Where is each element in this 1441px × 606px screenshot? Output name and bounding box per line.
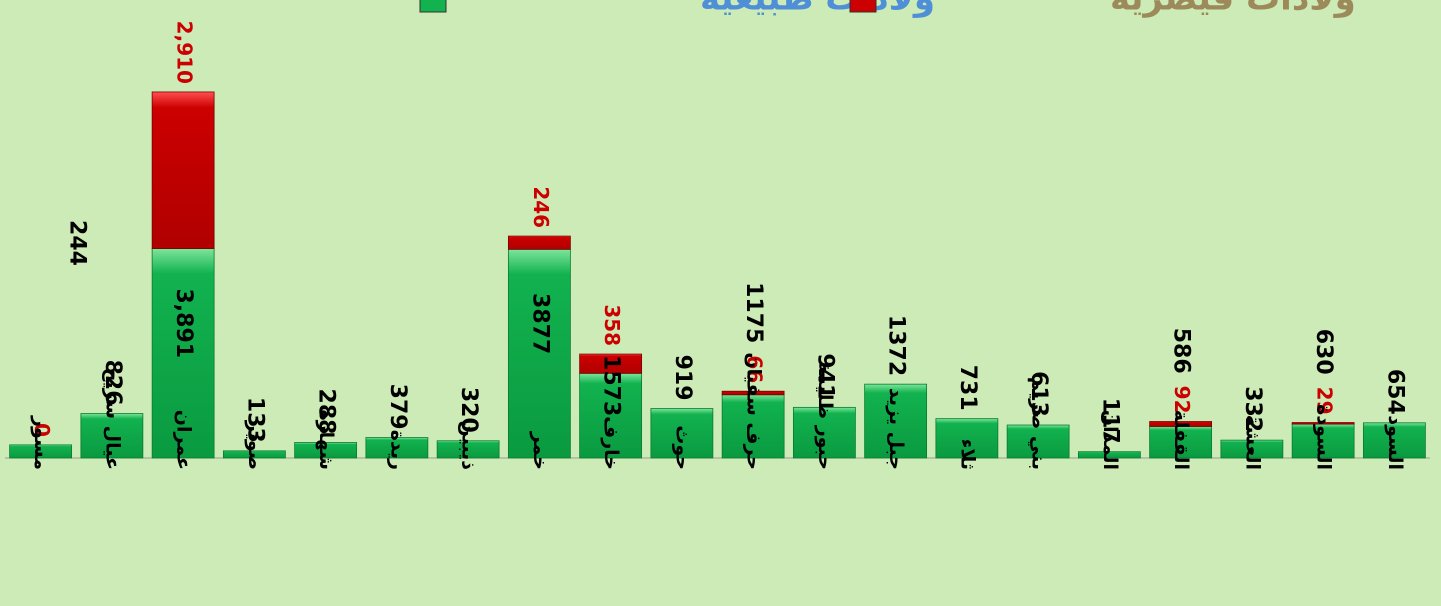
value-label: 586 (1169, 328, 1194, 374)
x-tick-label: بني صريم (1028, 377, 1050, 470)
bar-segment (1291, 422, 1355, 425)
value-label: 731 (955, 365, 980, 411)
value-label: 3,891 (171, 288, 196, 358)
bar-segment (721, 390, 785, 396)
value-label: 244 (64, 220, 89, 266)
x-tick-label: شهارة (315, 409, 337, 470)
bar-segment (365, 437, 429, 459)
value-label: 1175 (741, 282, 766, 343)
bar-segment (151, 248, 215, 459)
x-tick-label: ثلاء (956, 439, 978, 470)
x-tick-label: جبل يزيد (885, 388, 907, 470)
value-label: 654 (1382, 369, 1407, 415)
value-label: 320 (456, 387, 481, 433)
value-label: 2,910 (173, 21, 197, 84)
legend-swatch (419, 0, 447, 13)
bar-segment (579, 353, 643, 374)
x-tick-label: عيال سريح (101, 368, 123, 470)
value-label: 379 (385, 384, 410, 430)
x-tick-label: عمران (173, 410, 195, 470)
value-label: 919 (670, 355, 695, 401)
value-label: 92 (1170, 386, 1194, 414)
legend-swatch (849, 0, 877, 13)
x-tick-label: خمر (529, 431, 551, 470)
bar-segment (151, 91, 215, 249)
bar-segment (222, 450, 286, 459)
bar-segment (1362, 422, 1426, 459)
bar-segment (792, 406, 856, 459)
x-tick-label: القفلة (1170, 410, 1192, 470)
bar-segment (1149, 421, 1213, 427)
bar-segment (507, 248, 571, 459)
bar-segment (1149, 426, 1213, 459)
x-tick-label: ريدة (386, 430, 408, 470)
value-label: 1372 (884, 315, 909, 376)
x-tick-label: صوير (244, 420, 266, 470)
value-label: 0 (30, 423, 54, 437)
value-label: 826 (100, 360, 125, 406)
bar-segment (9, 444, 73, 459)
x-tick-label: حبور ظليمة (814, 361, 836, 470)
value-label: 3877 (527, 293, 552, 354)
bar-segment (1006, 424, 1070, 459)
bar-segment (80, 413, 144, 459)
x-tick-label: حرف سفيان (743, 352, 765, 470)
x-tick-label: خارف (600, 416, 622, 470)
value-label: 358 (600, 304, 624, 346)
value-label: 29 (1313, 387, 1337, 415)
bar-segment (650, 408, 714, 459)
bar-segment (721, 394, 785, 459)
x-tick-label: ذيبين (458, 421, 480, 471)
x-tick-label: السودة (1313, 404, 1335, 470)
legend-label: ولادات طبيعية (700, 0, 935, 19)
value-label: 1573 (599, 355, 624, 416)
bar-segment (1220, 439, 1284, 459)
value-label: 246 (529, 186, 553, 228)
x-tick-label: المدان (1099, 410, 1121, 470)
bar-segment (436, 440, 500, 459)
value-label: 66 (743, 355, 767, 383)
x-tick-label: السود (1384, 415, 1406, 470)
value-label: 630 (1311, 329, 1336, 375)
x-tick-label: حوث (671, 425, 693, 470)
value-label: 133 (242, 397, 267, 443)
bar-segment (864, 383, 928, 459)
bar-segment (935, 418, 999, 459)
bar-segment (579, 372, 643, 459)
value-label: 941 (812, 353, 837, 399)
value-label: 332 (1240, 386, 1265, 432)
value-label: 288 (314, 389, 339, 435)
bar-segment (1077, 451, 1141, 459)
bar-segment (507, 235, 571, 250)
bar-segment (294, 442, 358, 459)
value-label: 117 (1097, 398, 1122, 444)
value-label: 613 (1026, 371, 1051, 417)
legend-label: ولادات قيصرية (1110, 0, 1356, 19)
x-tick-label: مسور (30, 415, 52, 470)
x-tick-label: العشة (1241, 415, 1263, 470)
